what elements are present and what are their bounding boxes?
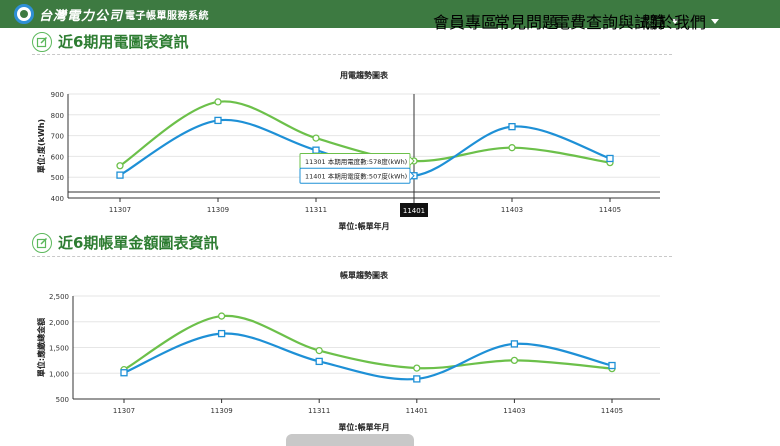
tooltip-pointer <box>409 171 415 181</box>
crosshair-x-label: 11401 <box>403 207 425 215</box>
y-tick-label: 400 <box>51 195 64 203</box>
crosshair-x-label-bg <box>400 203 428 217</box>
tooltip-pointer <box>409 156 415 166</box>
x-axis-label: 單位:帳單年月 <box>338 221 389 231</box>
y-tick-label: 800 <box>51 112 64 120</box>
y-axis-label: 單位:度(kWh) <box>36 119 46 173</box>
data-point <box>312 134 320 142</box>
data-point <box>116 171 124 179</box>
usage-chart: 用電趨勢圖表 400 500 600 700 800 900 11307 11309 11311 1… <box>36 70 660 231</box>
x-tick-label: 11405 <box>599 206 621 214</box>
x-tick-label: 11307 <box>109 206 131 214</box>
x-tick-label: 11309 <box>210 407 232 415</box>
data-point <box>312 146 320 154</box>
data-point <box>217 312 226 320</box>
data-point <box>214 98 222 106</box>
x-tick-label: 11405 <box>601 407 623 415</box>
brand-text: 電子帳單服務系統 <box>125 10 210 22</box>
brand[interactable]: 台灣電力公司 電子帳單服務系統 <box>14 0 209 28</box>
y-tick-label: 2,000 <box>49 319 69 327</box>
data-point <box>315 357 323 366</box>
x-tick-label: 11401 <box>406 407 428 415</box>
x-axis-label: 單位:帳單年月 <box>338 422 389 432</box>
y-tick-label: 500 <box>51 174 64 182</box>
y-tick-label: 2,500 <box>49 293 69 301</box>
nav-member-area[interactable]: 會員專區 <box>433 9 497 33</box>
scrollbar-thumb[interactable] <box>286 434 414 446</box>
data-point <box>606 154 614 163</box>
section-title-usage: 近6期用電圖表資訊 <box>32 31 188 52</box>
y-tick-label: 700 <box>51 133 64 141</box>
series-line <box>123 332 613 381</box>
data-point <box>217 329 226 338</box>
tooltip-text: 11301 本期用電度數:578度(kWh) <box>305 157 407 166</box>
chart-title: 用電趨勢圖表 <box>339 70 389 80</box>
x-tick-label: 11307 <box>113 407 135 415</box>
nav-label: 常見問題 <box>494 13 559 32</box>
x-tick-label: 11311 <box>305 206 327 214</box>
nav-bill-query[interactable]: 電費查詢與試算 <box>554 9 680 33</box>
nav-faq[interactable]: 常見問題 <box>494 9 558 33</box>
data-point <box>116 162 124 170</box>
data-point <box>510 356 519 365</box>
edit-icon <box>32 232 52 253</box>
data-point <box>120 369 128 377</box>
chevron-down-icon <box>671 18 680 24</box>
x-tick-label: 11403 <box>503 407 525 415</box>
data-point <box>508 144 516 152</box>
nav-about[interactable]: 關於我們 <box>642 9 720 33</box>
data-point <box>315 346 323 355</box>
series-line <box>123 314 613 371</box>
chart-title: 帳單趨勢圖表 <box>340 270 389 280</box>
tooltip-text: 11401 本期用電度數:507度(kWh) <box>305 172 407 181</box>
nav-label: 電費查詢與試算 <box>554 13 667 32</box>
divider <box>32 54 672 55</box>
y-tick-label: 500 <box>56 396 69 404</box>
edit-icon <box>32 31 52 52</box>
y-axis-label: 單位:應繳總金額 <box>36 318 46 377</box>
data-point <box>413 364 421 372</box>
data-point <box>510 340 519 348</box>
data-point <box>608 361 616 370</box>
y-tick-label: 600 <box>51 153 64 161</box>
y-tick-label: 1,500 <box>49 345 69 353</box>
nav-label: 關於我們 <box>642 13 707 32</box>
x-tick-label: 11311 <box>308 407 330 415</box>
x-tick-label: 11403 <box>501 206 523 214</box>
section-title-text: 近6期帳單金額圖表資訊 <box>58 234 219 252</box>
bill-chart: 帳單趨勢圖表 500 1,000 1,500 2,000 2,500 11307 11309 1… <box>36 270 660 432</box>
nav-label: 會員專區 <box>433 13 498 32</box>
section-title-bill: 近6期帳單金額圖表資訊 <box>32 232 218 253</box>
taipower-logo-icon <box>14 4 34 24</box>
y-tick-label: 900 <box>51 91 64 99</box>
brand-script: 台灣電力公司 <box>39 8 124 24</box>
data-point <box>508 123 516 131</box>
section-title-text: 近6期用電圖表資訊 <box>58 33 189 51</box>
divider <box>32 256 672 257</box>
data-point <box>413 375 421 383</box>
x-tick-label: 11309 <box>207 206 229 214</box>
y-tick-label: 1,000 <box>49 370 69 378</box>
top-navbar: 台灣電力公司 電子帳單服務系統 會員專區 常見問題 電費查詢與試算 關於我們 <box>0 0 780 32</box>
chevron-down-icon <box>711 18 720 24</box>
data-point <box>214 116 222 125</box>
